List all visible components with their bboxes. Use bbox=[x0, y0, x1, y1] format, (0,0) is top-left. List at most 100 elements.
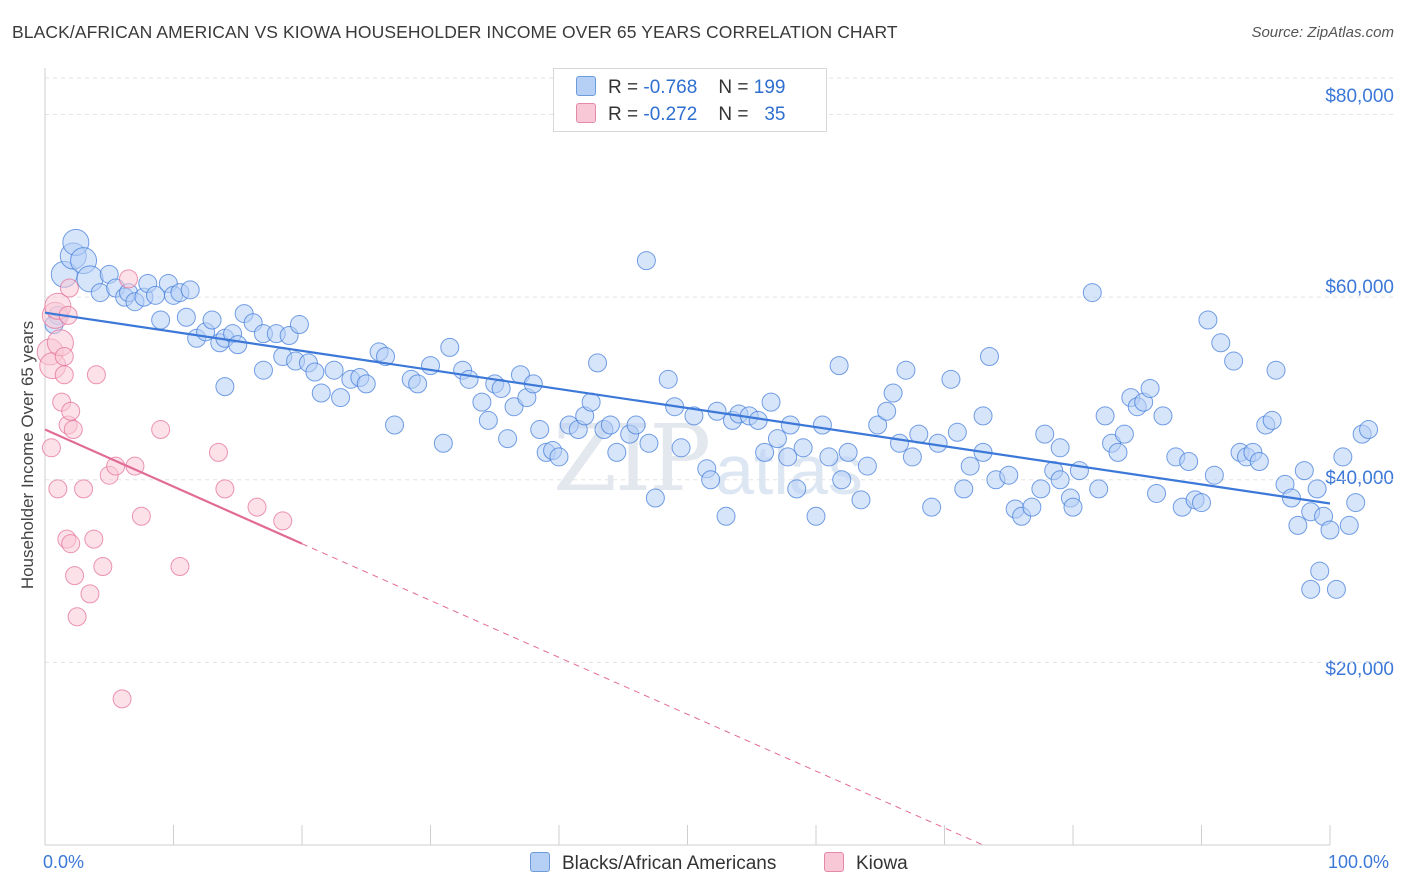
point-blacks bbox=[331, 388, 351, 408]
point-blacks bbox=[1192, 493, 1211, 513]
point-blacks bbox=[922, 497, 942, 517]
point-blacks bbox=[289, 315, 309, 335]
point-blacks bbox=[1050, 438, 1070, 458]
point-blacks bbox=[1301, 579, 1321, 599]
source-credit: Source: ZipAtlas.com bbox=[1251, 24, 1394, 41]
point-kiowa bbox=[215, 479, 235, 499]
point-blacks bbox=[883, 383, 903, 403]
point-kiowa bbox=[208, 442, 228, 462]
bottom-legend-label-kiowa: Kiowa bbox=[856, 853, 908, 874]
point-kiowa bbox=[74, 479, 94, 499]
bottom-legend-kiowa: Kiowa bbox=[824, 852, 908, 875]
point-blacks bbox=[979, 346, 999, 366]
point-blacks bbox=[1211, 333, 1231, 353]
point-kiowa bbox=[41, 438, 61, 458]
bottom-legend-swatch-blue bbox=[530, 852, 550, 872]
point-blacks bbox=[176, 307, 196, 327]
legend-r-value: -0.768 bbox=[643, 77, 698, 98]
point-blacks bbox=[877, 401, 897, 421]
point-blacks bbox=[1147, 483, 1167, 503]
point-blacks bbox=[1288, 515, 1308, 535]
point-blacks bbox=[671, 438, 691, 458]
point-kiowa bbox=[63, 420, 83, 440]
point-blacks bbox=[755, 442, 775, 462]
point-blacks bbox=[767, 429, 787, 449]
point-blacks bbox=[1320, 520, 1340, 540]
point-blacks bbox=[472, 392, 492, 412]
point-blacks bbox=[778, 447, 798, 467]
point-kiowa bbox=[247, 497, 267, 517]
y-tick-label-80000: $80,000 bbox=[1325, 86, 1394, 107]
legend-swatch-pink bbox=[576, 103, 596, 123]
point-blacks bbox=[832, 470, 852, 490]
point-blacks bbox=[1108, 442, 1128, 462]
point-blacks bbox=[1198, 310, 1218, 330]
point-blacks bbox=[1095, 406, 1115, 426]
point-blacks bbox=[1022, 497, 1042, 517]
bottom-legend-swatch-pink bbox=[824, 852, 844, 872]
point-blacks bbox=[581, 392, 601, 412]
point-blacks bbox=[1179, 452, 1199, 471]
legend-n-value: 35 bbox=[764, 104, 786, 125]
point-blacks bbox=[928, 433, 948, 453]
point-blacks bbox=[1262, 410, 1282, 430]
point-kiowa bbox=[48, 479, 68, 499]
point-blacks bbox=[701, 470, 721, 490]
point-blacks bbox=[1359, 420, 1379, 440]
point-blacks bbox=[1204, 465, 1224, 485]
point-blacks bbox=[1307, 479, 1327, 499]
point-blacks bbox=[459, 369, 479, 389]
point-blacks bbox=[1339, 515, 1359, 535]
point-kiowa bbox=[273, 511, 293, 531]
legend-r-label: R = bbox=[608, 77, 639, 98]
point-blacks bbox=[600, 415, 620, 435]
x-tick-label-100: 100.0% bbox=[1328, 852, 1390, 872]
stats-legend: R = -0.768 N = 199 R = -0.272 N = 35 bbox=[553, 68, 827, 132]
bottom-legend-blacks: Blacks/African Americans bbox=[530, 852, 776, 875]
point-blacks bbox=[902, 447, 922, 467]
y-tick-label-40000: $40,000 bbox=[1325, 468, 1394, 489]
point-blacks bbox=[530, 420, 550, 440]
point-blacks bbox=[973, 406, 993, 426]
point-blacks bbox=[1082, 283, 1102, 303]
point-kiowa bbox=[54, 346, 74, 366]
point-blacks bbox=[215, 377, 235, 397]
point-blacks bbox=[793, 438, 813, 458]
point-blacks bbox=[1050, 470, 1070, 490]
point-kiowa bbox=[170, 557, 190, 577]
point-blacks bbox=[787, 479, 807, 499]
point-blacks bbox=[311, 383, 331, 403]
legend-r-value: -0.272 bbox=[643, 104, 698, 125]
y-tick-label-20000: $20,000 bbox=[1325, 659, 1394, 680]
point-blacks bbox=[1114, 424, 1134, 444]
point-blacks bbox=[684, 406, 704, 426]
trendline-blacks bbox=[44, 311, 1331, 505]
point-blacks bbox=[385, 415, 405, 435]
point-kiowa bbox=[84, 529, 104, 549]
point-blacks bbox=[253, 360, 273, 380]
point-blacks bbox=[1140, 378, 1160, 398]
point-kiowa bbox=[61, 401, 81, 421]
point-blacks bbox=[1346, 493, 1366, 513]
point-blacks bbox=[896, 360, 916, 380]
point-blacks bbox=[607, 442, 627, 462]
point-kiowa bbox=[61, 534, 81, 554]
bottom-legend-label-blacks: Blacks/African Americans bbox=[562, 853, 777, 874]
watermark-atlas: atlas bbox=[715, 431, 863, 509]
point-blacks bbox=[549, 447, 569, 467]
point-blacks bbox=[941, 369, 961, 389]
point-blacks bbox=[829, 356, 849, 376]
point-blacks bbox=[1333, 447, 1353, 467]
point-kiowa bbox=[54, 365, 74, 385]
point-blacks bbox=[639, 433, 659, 453]
point-blacks bbox=[1266, 360, 1286, 380]
point-blacks bbox=[498, 429, 518, 449]
point-blacks bbox=[408, 374, 428, 394]
point-blacks bbox=[376, 346, 396, 366]
legend-row-blacks: R = -0.768 N = 199 bbox=[576, 76, 785, 100]
trendline-kiowa-extension bbox=[301, 543, 984, 846]
point-blacks bbox=[761, 392, 781, 412]
point-blacks bbox=[228, 335, 248, 355]
point-blacks bbox=[838, 442, 858, 462]
point-blacks bbox=[890, 433, 910, 453]
